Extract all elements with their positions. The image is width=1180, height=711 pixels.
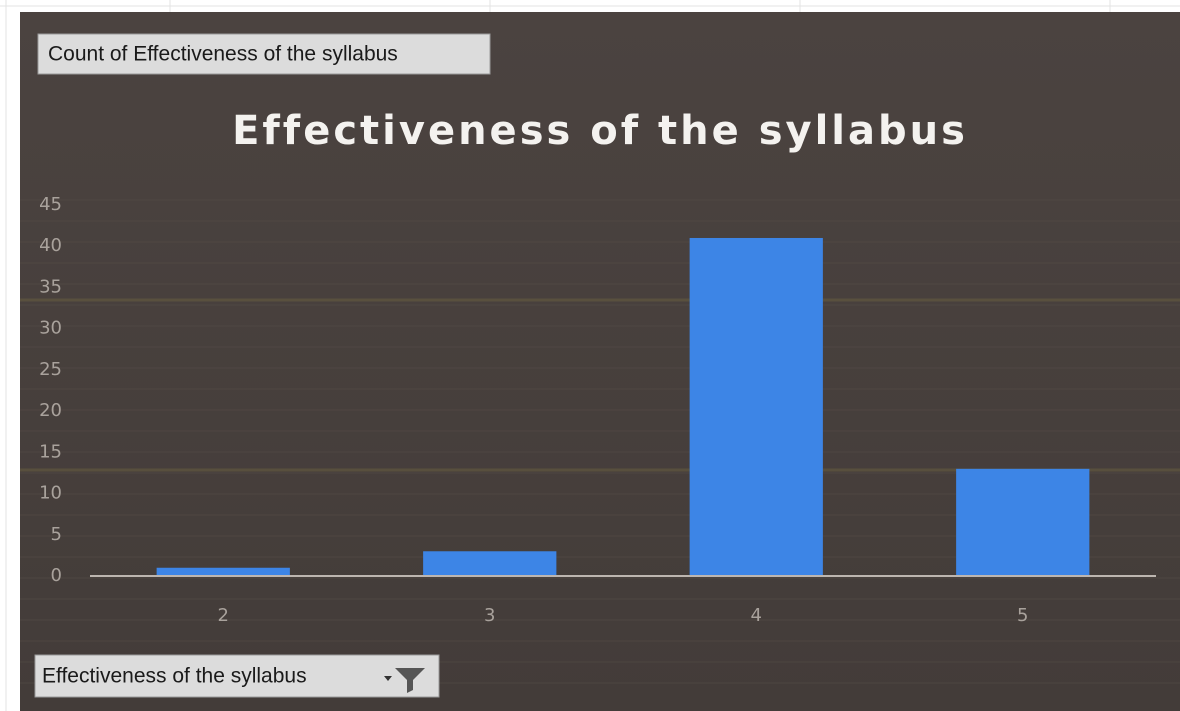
x-tick-label: 5 xyxy=(1017,605,1028,626)
x-tick-label: 2 xyxy=(218,605,229,626)
chart-title: Effectiveness of the syllabus xyxy=(232,108,968,154)
y-tick-label: 20 xyxy=(39,400,62,421)
y-tick-label: 35 xyxy=(39,276,62,297)
x-tick-label: 3 xyxy=(484,605,495,626)
y-tick-label: 15 xyxy=(39,441,62,462)
axis-field-button-label: Effectiveness of the syllabus xyxy=(42,665,307,688)
y-tick-label: 25 xyxy=(39,359,62,380)
y-tick-label: 5 xyxy=(51,524,62,545)
y-tick-label: 30 xyxy=(39,318,62,339)
x-tick-label: 4 xyxy=(751,605,762,626)
bar xyxy=(689,237,823,576)
filter-icon xyxy=(384,668,425,693)
chart-area xyxy=(20,12,1180,711)
value-field-button-label: Count of Effectiveness of the syllabus xyxy=(48,43,398,66)
value-field-button[interactable] xyxy=(37,33,491,75)
bar xyxy=(423,551,557,576)
bar xyxy=(956,468,1090,576)
y-tick-label: 10 xyxy=(39,483,62,504)
bar xyxy=(156,567,290,576)
y-tick-label: 0 xyxy=(51,565,62,586)
y-tick-label: 45 xyxy=(39,194,62,215)
y-tick-label: 40 xyxy=(39,235,62,256)
axis-field-button[interactable] xyxy=(34,654,440,698)
